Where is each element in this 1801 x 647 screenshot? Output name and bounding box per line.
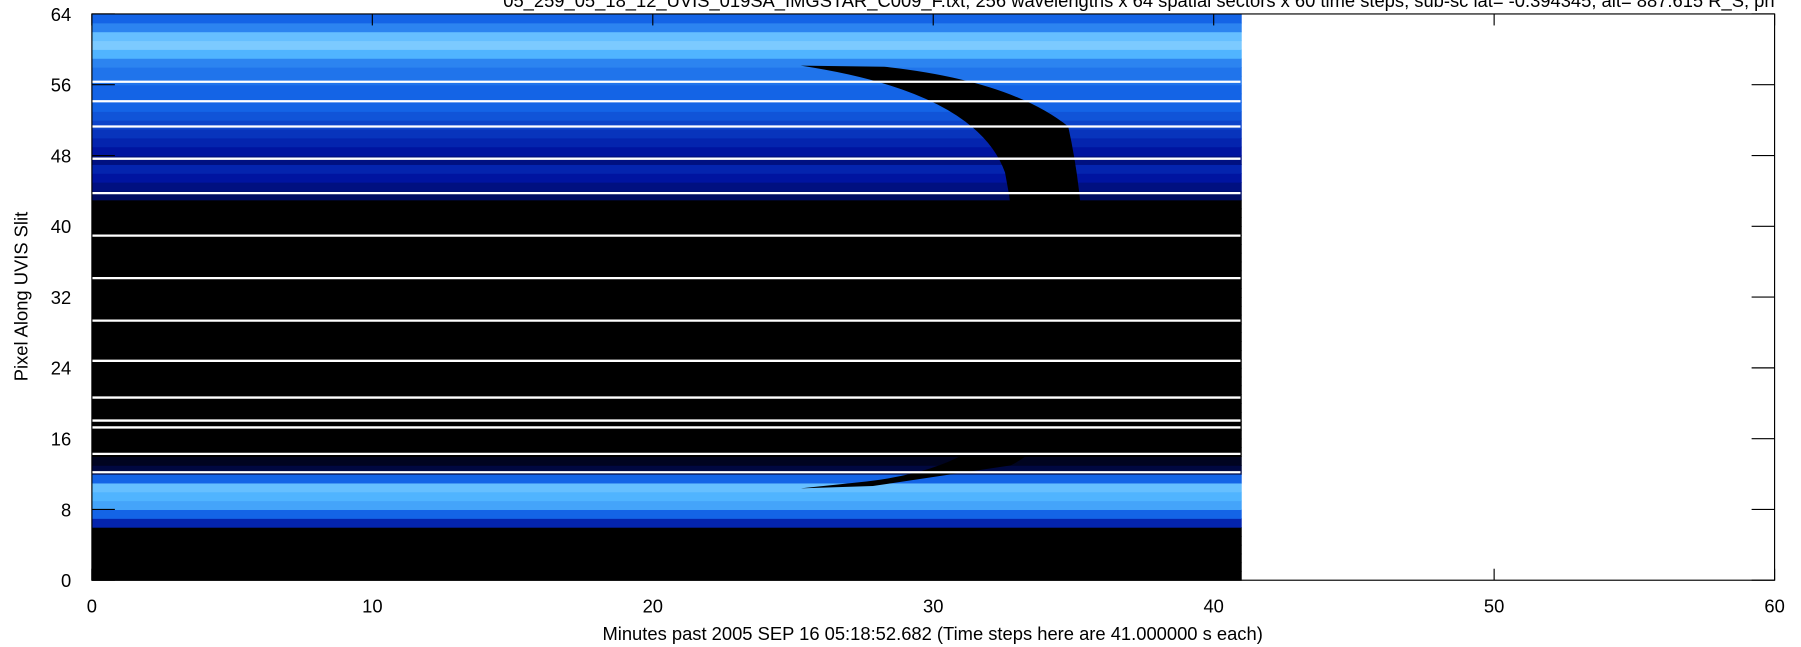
y-tick-label: 48 — [51, 145, 71, 166]
heat-row — [91, 182, 1242, 192]
chart-title: 05_259_05_18_12_UVIS_019SA_IMGSTAR_C009_… — [503, 0, 1774, 12]
y-tick-label: 32 — [51, 287, 71, 308]
heat-row — [91, 535, 1242, 546]
heat-row — [91, 518, 1242, 528]
y-tick-label: 0 — [61, 570, 71, 591]
y-tick-label: 40 — [51, 216, 71, 237]
heat-row — [91, 199, 1242, 210]
heat-row — [91, 137, 1242, 148]
heat-row — [91, 376, 1242, 387]
heat-row — [91, 571, 1242, 581]
heat-row — [91, 146, 1242, 157]
heat-row — [91, 288, 1242, 298]
heat-row — [91, 403, 1242, 413]
heat-row — [91, 40, 1242, 50]
heat-row — [91, 13, 1242, 24]
heat-row — [91, 235, 1242, 245]
heat-row — [91, 93, 1242, 104]
heat-row — [91, 173, 1242, 183]
heat-row — [91, 217, 1242, 227]
x-tick-label: 40 — [1203, 595, 1223, 616]
heat-row — [91, 341, 1242, 351]
heat-row — [91, 128, 1242, 139]
heat-row — [91, 367, 1242, 378]
heat-row — [91, 155, 1242, 165]
x-tick-label: 20 — [643, 595, 663, 616]
heat-row — [91, 49, 1242, 59]
heat-row — [91, 102, 1242, 112]
scan-lines — [91, 80, 1241, 474]
y-tick-label: 64 — [51, 4, 71, 25]
heat-row — [91, 412, 1242, 422]
heat-row — [91, 456, 1242, 466]
heat-row — [91, 429, 1242, 440]
heatmap — [91, 13, 1242, 581]
heat-row — [91, 500, 1242, 511]
heat-row — [91, 482, 1242, 493]
heat-row — [91, 120, 1242, 130]
heat-row — [91, 279, 1242, 289]
heat-row — [91, 350, 1242, 360]
overlay — [91, 65, 1241, 489]
heat-row — [91, 562, 1242, 572]
heat-row — [91, 190, 1242, 201]
x-tick-label: 60 — [1764, 595, 1784, 616]
y-axis-label: Pixel Along UVIS Slit — [11, 212, 32, 381]
heat-row — [91, 438, 1242, 449]
x-tick-label: 10 — [362, 595, 382, 616]
x-tick-label: 30 — [923, 595, 943, 616]
heat-row — [91, 67, 1242, 77]
heat-row — [91, 474, 1242, 484]
x-tick-label: 0 — [87, 595, 97, 616]
heat-row — [91, 465, 1242, 475]
heat-row — [91, 31, 1242, 42]
heat-row — [91, 261, 1242, 272]
heat-row — [91, 420, 1242, 431]
x-axis-label: Minutes past 2005 SEP 16 05:18:52.682 (T… — [602, 623, 1262, 644]
heat-row — [91, 305, 1242, 316]
heat-row — [91, 58, 1242, 68]
heat-row — [91, 359, 1242, 369]
occultation-shadow — [800, 65, 1084, 489]
heat-row — [91, 22, 1242, 33]
heat-row — [91, 226, 1242, 236]
heat-row — [91, 509, 1242, 519]
heat-row — [91, 447, 1242, 457]
y-tick-label: 56 — [51, 75, 71, 96]
y-tick-label: 24 — [51, 358, 71, 379]
x-tick-label: 50 — [1484, 595, 1504, 616]
heat-row — [91, 270, 1242, 280]
heat-row — [91, 332, 1242, 342]
heat-row — [91, 323, 1242, 334]
heat-row — [91, 252, 1242, 263]
heat-row — [91, 491, 1242, 502]
heat-row — [91, 297, 1242, 307]
heat-row — [91, 544, 1242, 555]
heat-row — [91, 385, 1242, 395]
heat-row — [91, 111, 1242, 121]
heat-row — [91, 527, 1242, 537]
y-tick-label: 16 — [51, 429, 71, 450]
heat-row — [91, 208, 1242, 219]
heat-row — [91, 553, 1242, 564]
y-tick-label: 8 — [61, 499, 71, 520]
heat-row — [91, 394, 1242, 404]
heat-row — [91, 243, 1242, 254]
heat-row — [91, 84, 1242, 95]
heat-row — [91, 164, 1242, 174]
